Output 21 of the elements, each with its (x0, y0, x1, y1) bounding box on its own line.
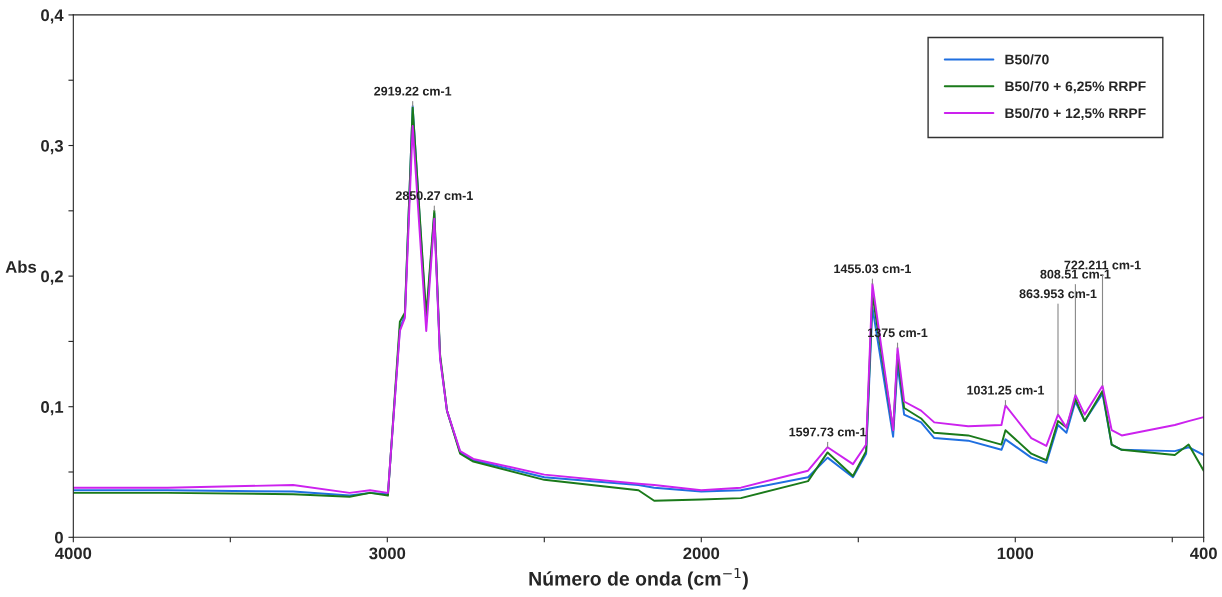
y-tick-label: 0,4 (41, 9, 64, 24)
x-axis-title: Número de onda (cm$^{−1}$) (529, 568, 748, 590)
legend-label: B50/70 + 12,5% RRPF (1005, 107, 1146, 121)
y-tick-label: 0 (54, 531, 63, 544)
x-tick-label: 1000 (997, 547, 1034, 560)
legend-label: B50/70 (1005, 54, 1049, 65)
annotation: 1455.03 cm-1 (834, 264, 911, 274)
annotation: 863.953 cm-1 (1019, 289, 1097, 299)
x-tick-label: 3000 (369, 547, 406, 560)
y-tick-label: 0,3 (41, 139, 63, 155)
y-axis-title: Abs (5, 260, 37, 273)
x-tick-label: 4000 (55, 547, 92, 560)
y-tick-label: 0,1 (41, 401, 64, 416)
annotation: 808.51 cm-1 (1040, 269, 1111, 279)
annotation: 722.211 cm-1 (1064, 260, 1141, 270)
annotation: 1031.25 cm-1 (967, 385, 1045, 395)
x-tick-label: 400 (1190, 547, 1217, 560)
x-tick-label: 2000 (683, 547, 720, 560)
y-tick-label: 0,2 (41, 270, 63, 285)
annotation: 2919.22 cm-1 (374, 86, 452, 96)
legend-label: B50/70 + 6,25% RRPF (1005, 81, 1146, 94)
